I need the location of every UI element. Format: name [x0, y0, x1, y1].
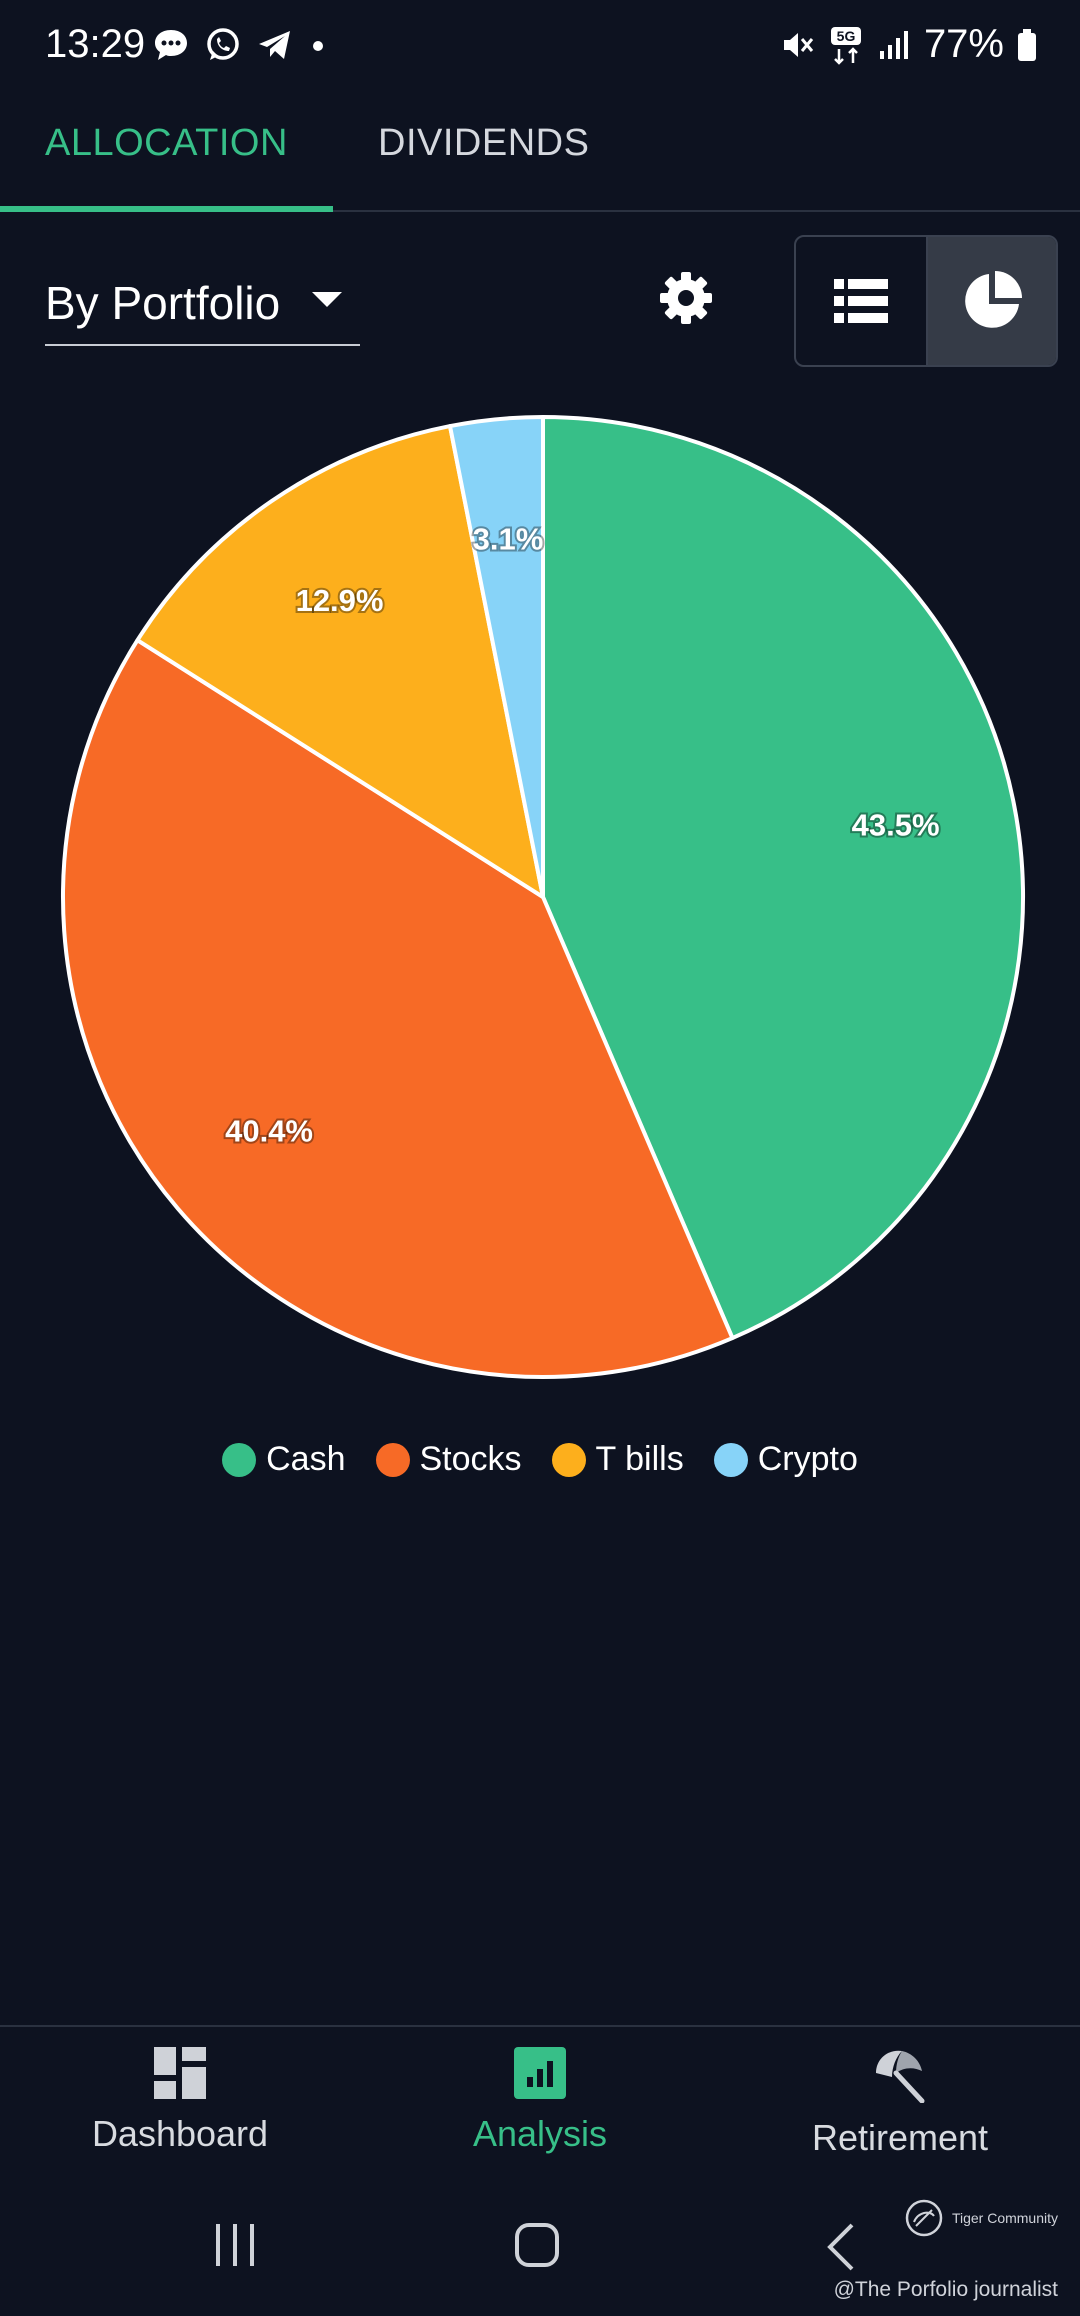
pie-slice-cash[interactable] [541, 415, 1025, 1341]
active-tab-indicator [0, 206, 333, 212]
pie-label-stocks: 40.4% [225, 1114, 313, 1149]
pie-chart: 43.5% 40.4% 12.9% 3.1% [61, 415, 1025, 1379]
watermark-handle: @The Porfolio journalist [833, 2278, 1058, 2301]
home-icon[interactable] [514, 2222, 560, 2268]
portfolio-dropdown-label: By Portfolio [45, 277, 281, 329]
more-notifications-icon [313, 41, 323, 51]
legend-label: Crypto [757, 1440, 858, 1478]
status-bar: 13:29 5G [0, 0, 1080, 96]
system-nav-bar: Tiger Community @The Porfolio journalist [0, 2190, 1080, 2316]
nav-dashboard-label: Dashboard [91, 2113, 269, 2154]
legend-dot [551, 1442, 586, 1477]
analysis-icon [514, 2047, 566, 2099]
tiger-logo-icon [905, 2199, 943, 2237]
bottom-nav: Dashboard Analysis Retirement [0, 2025, 1080, 2190]
network-label: 5G [837, 28, 856, 44]
tiger-community-text: Tiger Community [951, 2210, 1058, 2226]
legend-item-crypto[interactable]: Crypto [713, 1440, 858, 1479]
signal-icon [879, 30, 908, 59]
caret-down-icon [312, 292, 342, 307]
message-icon [155, 30, 187, 60]
legend-item-stocks[interactable]: Stocks [375, 1440, 522, 1479]
whatsapp-icon [207, 28, 239, 60]
nav-analysis[interactable]: Analysis [360, 2047, 720, 2155]
legend-dot [375, 1442, 410, 1477]
nav-retirement[interactable]: Retirement [720, 2047, 1080, 2159]
gear-icon[interactable] [656, 268, 716, 328]
network-5g-icon: 5G [830, 26, 861, 65]
legend-label: T bills [595, 1440, 684, 1478]
legend-dot [222, 1442, 257, 1477]
list-view-button[interactable] [796, 237, 926, 365]
legend-label: Cash [266, 1440, 346, 1478]
status-right: 5G 77% [780, 22, 1038, 67]
view-toggle [794, 235, 1058, 367]
battery-percent: 77% [923, 22, 1004, 66]
legend-label: Stocks [419, 1440, 522, 1478]
pie-slice-crypto[interactable] [448, 415, 545, 899]
tiger-community-badge: Tiger Community [904, 2198, 1058, 2238]
legend-dot [713, 1442, 748, 1477]
pie-label-cash: 43.5% [852, 807, 940, 842]
legend-item-t-bills[interactable]: T bills [551, 1440, 684, 1479]
pie-slice-t-bills[interactable] [135, 424, 545, 899]
pie-slice-stocks[interactable] [61, 638, 735, 1379]
battery-icon [1018, 28, 1036, 61]
legend-item-cash[interactable]: Cash [222, 1440, 346, 1479]
tab-bar: ALLOCATION DIVIDENDS [0, 96, 1080, 212]
dashboard-icon [154, 2047, 206, 2099]
pie-view-button[interactable] [926, 237, 1056, 365]
notification-icons [152, 26, 328, 64]
retirement-icon [876, 2050, 925, 2103]
list-icon [834, 279, 888, 323]
mute-icon [783, 32, 814, 57]
chart-legend: Cash Stocks T bills Crypto [0, 1440, 1080, 1479]
status-time: 13:29 [45, 22, 146, 66]
pie-label-t-bills: 12.9% [296, 583, 384, 618]
pie-chart-icon [965, 271, 1022, 328]
back-icon[interactable] [822, 2222, 858, 2272]
tab-allocation[interactable]: ALLOCATION [45, 122, 288, 164]
nav-retirement-label: Retirement [811, 2117, 989, 2158]
portfolio-dropdown[interactable]: By Portfolio [45, 262, 360, 346]
recent-apps-icon[interactable] [212, 2222, 258, 2268]
nav-analysis-label: Analysis [472, 2113, 608, 2154]
tab-dividends[interactable]: DIVIDENDS [378, 122, 590, 164]
nav-dashboard[interactable]: Dashboard [0, 2047, 360, 2155]
telegram-icon [259, 31, 290, 59]
pie-label-crypto: 3.1% [473, 522, 544, 557]
allocation-chart: 43.5% 40.4% 12.9% 3.1% [0, 400, 1080, 1400]
